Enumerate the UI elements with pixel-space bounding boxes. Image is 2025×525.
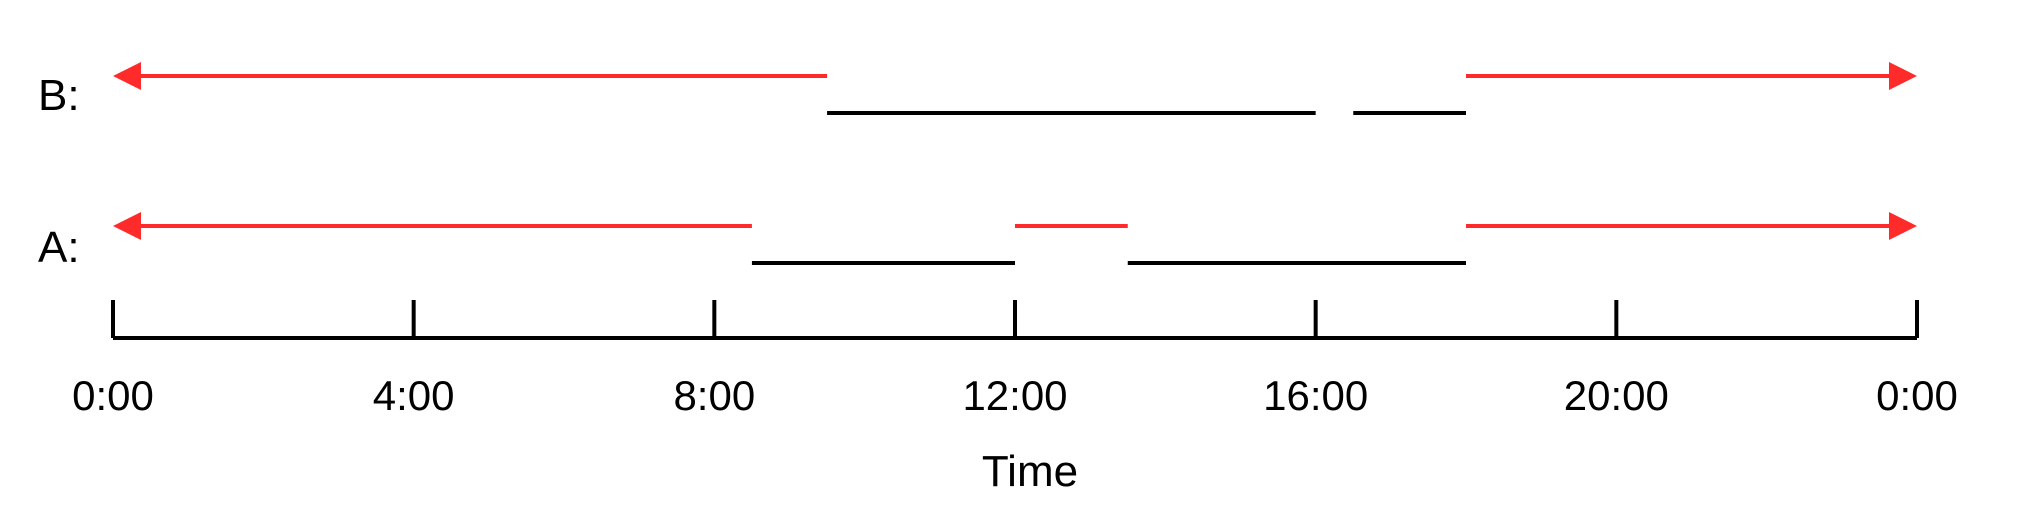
timeline-rows: A: B: [38,62,1917,272]
arrow-left-icon [113,62,141,90]
tick-label: 20:00 [1564,372,1669,419]
tick-label: 8:00 [673,372,755,419]
tick-label: 16:00 [1263,372,1368,419]
tick-label: 4:00 [373,372,455,419]
axis-ticks: 0:00 4:00 8:00 12:00 16:00 20:00 0:00 [72,300,1958,419]
tick-label: 12:00 [962,372,1067,419]
timeline-row: A: [38,212,1917,272]
arrow-left-icon [113,212,141,240]
row-label: A: [38,223,80,272]
timeline-row: B: [38,62,1917,120]
arrow-right-icon [1889,62,1917,90]
arrow-right-icon [1889,212,1917,240]
tick-label: 0:00 [72,372,154,419]
tick-label: 0:00 [1876,372,1958,419]
x-axis-title: Time [982,447,1078,496]
row-label: B: [38,71,80,120]
